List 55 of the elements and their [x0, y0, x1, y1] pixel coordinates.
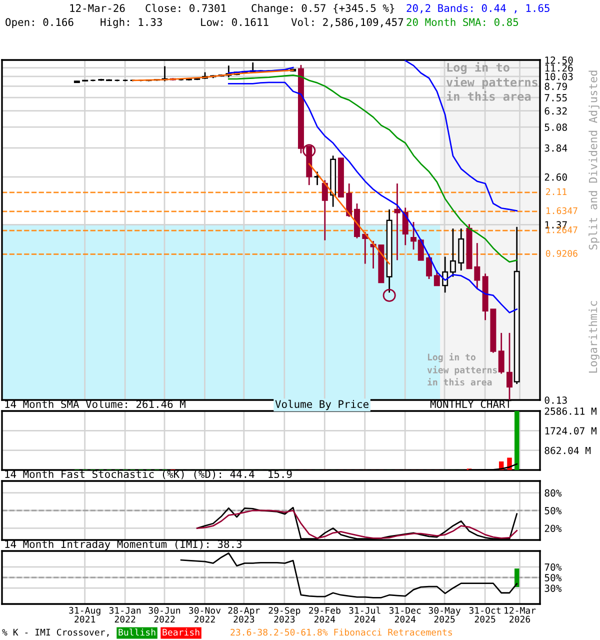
x-tick-label: 12-Mar 2026	[504, 606, 536, 623]
ref-line-label: 0.9206	[546, 250, 578, 257]
text: Close: 0.7301	[146, 4, 226, 12]
text: Vol: 2,586,109,457	[291, 18, 404, 28]
annotation: Log in to view patterns in this area	[427, 352, 497, 386]
y-tick-label: 11.26	[545, 64, 573, 72]
x-tick-label: 30-Jun 2022	[148, 606, 180, 623]
x-tick-label: 31-Jul 2024	[349, 606, 380, 623]
band-label: Volume By Price	[275, 400, 368, 410]
text: Low: 0.1611	[201, 18, 268, 26]
text: Logarithmic	[588, 301, 600, 373]
text: 20,2 Bands: 0.44 , 1.65	[406, 4, 550, 14]
y-tick-label: 20%	[544, 524, 562, 532]
y-tick-label: 2.60	[544, 173, 567, 181]
y-tick-label: 6.32	[544, 107, 567, 115]
x-tick-label: 31-Aug 2021	[69, 606, 100, 623]
y-tick-label: 2586.11 M	[544, 408, 596, 415]
y-tick-label: 50%	[544, 574, 562, 582]
text: 20 Month SMA: 0.85	[406, 18, 518, 26]
annotation: Log in to view patterns in this area	[446, 62, 538, 101]
y-tick-label: 5.08	[544, 124, 567, 131]
ref-line-label: 2.11	[546, 188, 567, 195]
x-tick-label: 31-Oct 2025	[469, 606, 500, 623]
x-tick-label: 31-Jan 2022	[109, 606, 141, 623]
y-tick-label: 12.50	[545, 56, 573, 64]
ref-line-label: 1.6347	[546, 207, 578, 214]
text: Open: 0.166	[6, 18, 74, 28]
text: Bearish	[162, 628, 200, 636]
x-tick-label: 29-Feb 2024	[309, 606, 340, 623]
text: 23.6-38.2-50-61.8% Fibonacci Retracements	[230, 628, 452, 636]
y-tick-label: 8.79	[544, 82, 567, 90]
text: Bullish	[118, 628, 156, 636]
ref-line-label: 1.2647	[546, 226, 578, 234]
y-tick-label: 10.03	[545, 72, 573, 80]
y-tick-label: 862.04 M	[544, 446, 591, 454]
text: % K - IMI Crossover,	[2, 628, 109, 637]
x-tick-label: 31-Dec 2024	[389, 606, 421, 623]
text: High: 1.33	[100, 18, 162, 28]
x-tick-label: 30-Nov 2022	[189, 606, 221, 623]
y-tick-label: 30%	[544, 584, 562, 592]
text: Split and Dividend Adjusted	[588, 70, 600, 250]
x-tick-label: 30-May 2025	[428, 606, 460, 623]
y-tick-label: 50%	[544, 507, 562, 514]
x-tick-label: 28-Apr 2023	[228, 606, 260, 623]
y-tick-label: 0.13	[544, 396, 567, 404]
y-tick-label: 1.37	[545, 221, 567, 228]
text: 12-Mar-26	[70, 4, 125, 12]
text: 14 Month SMA Volume: 261.46 M	[5, 400, 186, 408]
y-tick-label: 70%	[544, 563, 562, 571]
text: Change: 0.57 {+345.5 %}	[252, 4, 394, 14]
y-tick-label: 3.84	[544, 144, 568, 152]
y-tick-label: 7.55	[544, 94, 567, 102]
x-tick-label: 29-Sep 2023	[268, 606, 300, 623]
y-tick-label: 80%	[544, 489, 562, 497]
y-tick-label: 1724.07 M	[545, 427, 596, 435]
